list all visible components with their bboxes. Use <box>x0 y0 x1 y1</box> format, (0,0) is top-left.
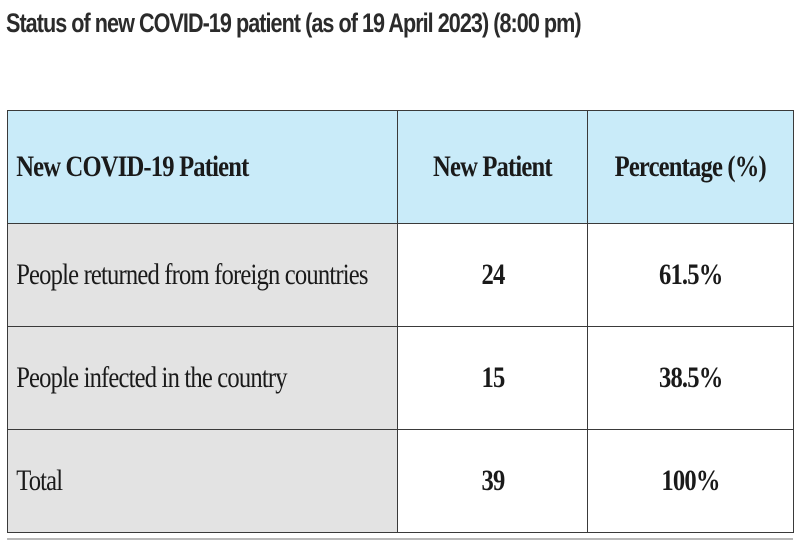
column-header-percentage: Percentage (%) <box>587 110 794 224</box>
new-patient-cell: 15 <box>397 326 588 430</box>
covid-status-table: New COVID-19 Patient New Patient Percent… <box>7 110 794 533</box>
new-patient-value: 24 <box>481 258 505 291</box>
new-patient-value: 39 <box>481 464 505 497</box>
new-patient-cell: 39 <box>397 429 588 533</box>
percentage-cell: 61.5% <box>587 223 794 327</box>
table-row: People returned from foreign countries 2… <box>7 223 794 327</box>
row-label-cell: People infected in the country <box>7 326 398 430</box>
new-patient-cell: 24 <box>397 223 588 327</box>
new-patient-value: 15 <box>481 361 505 394</box>
percentage-cell: 100% <box>587 429 794 533</box>
page-title: Status of new COVID-19 patient (as of 19… <box>6 8 582 38</box>
table-row-total: Total 39 100% <box>7 429 794 533</box>
bottom-divider <box>7 538 793 540</box>
table-row: People infected in the country 15 38.5% <box>7 326 794 430</box>
table-header-row: New COVID-19 Patient New Patient Percent… <box>7 110 794 224</box>
row-label: People infected in the country <box>16 361 287 394</box>
percentage-value: 61.5% <box>658 258 723 291</box>
percentage-cell: 38.5% <box>587 326 794 430</box>
row-label-cell: People returned from foreign countries <box>7 223 398 327</box>
column-header-patient-type: New COVID-19 Patient <box>7 110 398 224</box>
percentage-value: 100% <box>661 464 720 497</box>
row-label: People returned from foreign countries <box>16 258 368 291</box>
row-label-cell: Total <box>7 429 398 533</box>
row-label: Total <box>16 464 63 497</box>
column-header-new-patient: New Patient <box>397 110 588 224</box>
percentage-value: 38.5% <box>658 361 723 394</box>
